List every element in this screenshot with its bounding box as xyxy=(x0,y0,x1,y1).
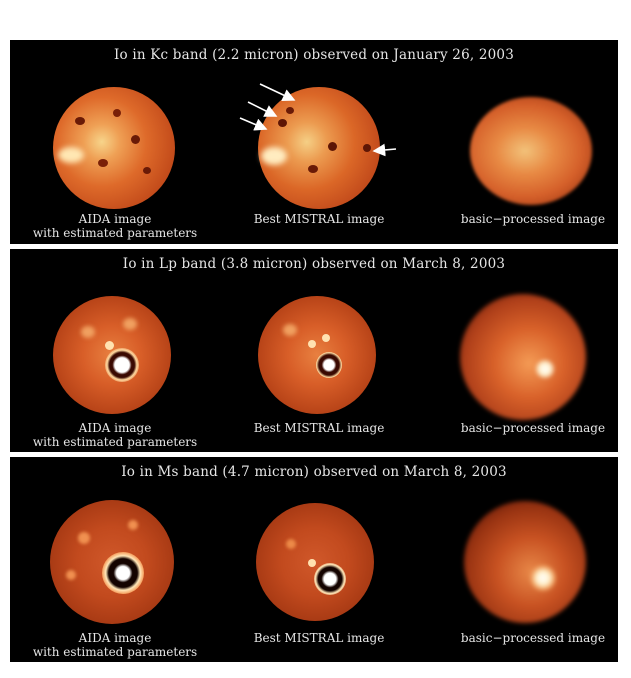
caption-aida: AIDA image with estimated parameters xyxy=(32,212,198,240)
panel-title: Io in Lp band (3.8 micron) observed on M… xyxy=(122,256,506,272)
caption-mistral: Best MISTRAL image xyxy=(253,421,385,435)
caption-basic: basic−processed image xyxy=(460,421,606,435)
caption-mistral: Best MISTRAL image xyxy=(253,212,385,226)
arrow-3 xyxy=(239,117,268,131)
io-disk-basic-lp xyxy=(460,294,586,420)
io-disk-basic-kc xyxy=(470,97,592,205)
io-disk-aida-lp xyxy=(53,296,171,414)
caption-basic: basic−processed image xyxy=(460,212,606,226)
arrow-annotations xyxy=(239,83,397,157)
io-disk-aida-kc xyxy=(53,87,175,209)
io-disk-basic-ms xyxy=(464,501,586,623)
arrow-1 xyxy=(259,83,296,102)
io-disk-mistral-kc xyxy=(258,87,380,209)
panel-lp-band: Io in Lp band (3.8 micron) observed on M… xyxy=(10,249,618,452)
io-disk-mistral-ms xyxy=(256,503,374,621)
arrow-4 xyxy=(372,143,397,157)
caption-aida: AIDA image with estimated parameters xyxy=(32,421,198,449)
panel-title: Io in Kc band (2.2 micron) observed on J… xyxy=(113,47,515,63)
panel-title: Io in Ms band (4.7 micron) observed on M… xyxy=(121,464,507,480)
panel-ms-band: Io in Ms band (4.7 micron) observed on M… xyxy=(10,457,618,662)
caption-basic: basic−processed image xyxy=(460,631,606,645)
io-disk-aida-ms xyxy=(50,500,174,624)
caption-mistral: Best MISTRAL image xyxy=(253,631,385,645)
panel-kc-band: Io in Kc band (2.2 micron) observed on J… xyxy=(10,40,618,244)
io-disk-mistral-lp xyxy=(258,296,376,414)
caption-aida: AIDA image with estimated parameters xyxy=(32,631,198,659)
arrow-2 xyxy=(247,101,278,117)
